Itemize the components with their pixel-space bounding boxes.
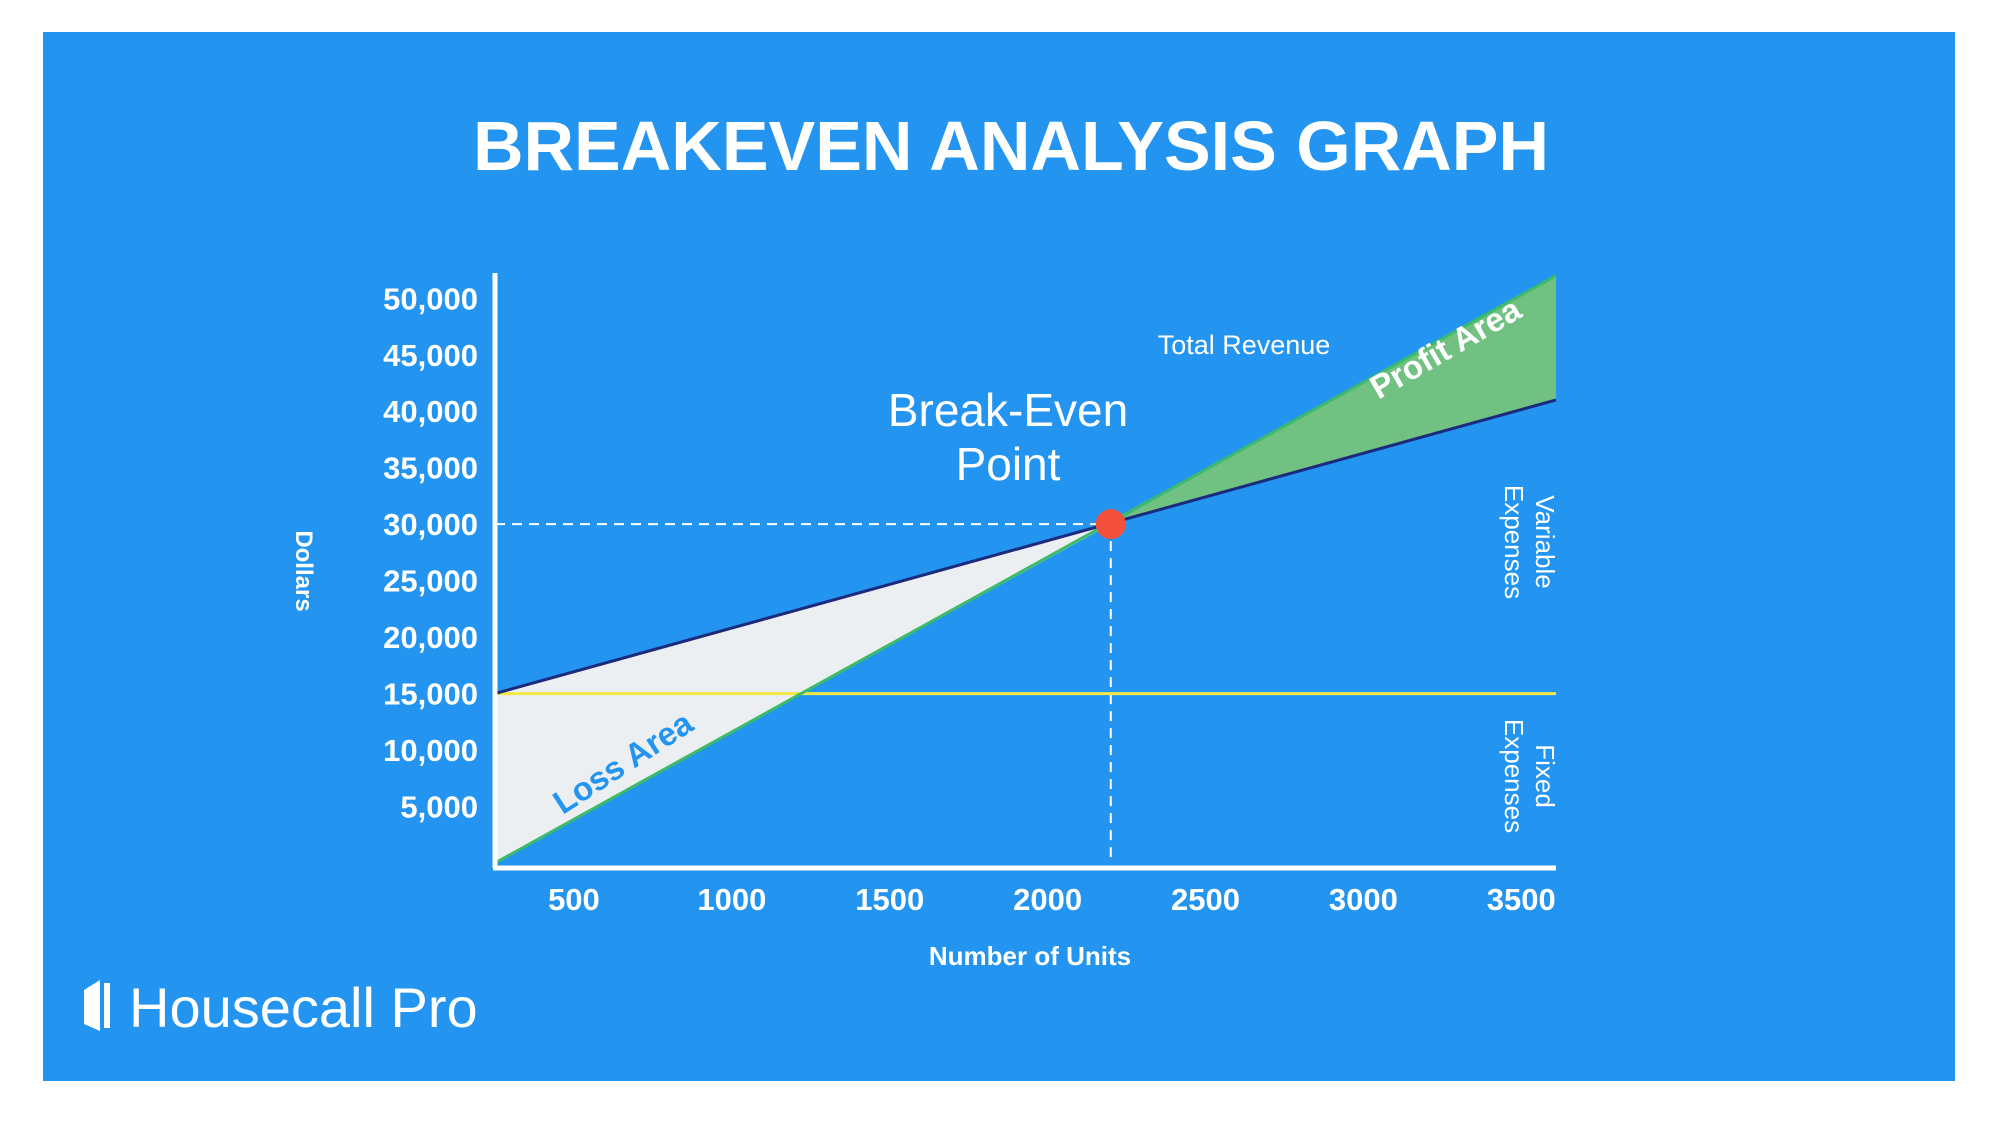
y-tick-label: 25,000 — [383, 564, 478, 599]
x-tick-label: 1500 — [855, 882, 924, 917]
y-tick-label: 15,000 — [383, 677, 478, 712]
y-tick-label: 40,000 — [383, 394, 478, 429]
x-axis-label: Number of Units — [929, 941, 1131, 971]
series-line — [494, 398, 1557, 696]
y-tick-label: 35,000 — [383, 451, 478, 486]
y-axis-label: Dollars — [290, 530, 317, 611]
brand: Housecall Pro — [129, 976, 478, 1039]
series-label: Total Revenue — [1158, 330, 1331, 360]
x-tick-label: 1000 — [697, 882, 766, 917]
y-tick-label: 30,000 — [383, 507, 478, 542]
y-tick-label: 50,000 — [383, 281, 478, 316]
series-label: Expenses — [1499, 719, 1529, 833]
series-label: Expenses — [1499, 485, 1529, 599]
break-even-point — [1095, 509, 1126, 540]
series-label: Variable — [1530, 495, 1560, 588]
y-tick-label: 20,000 — [383, 620, 478, 655]
x-tick-label: 2000 — [1013, 882, 1082, 917]
x-tick-label: 500 — [548, 882, 600, 917]
x-tick-label: 3000 — [1329, 882, 1398, 917]
y-tick-label: 45,000 — [383, 338, 478, 373]
logo-icon — [104, 983, 110, 1028]
y-tick-label: 5,000 — [400, 790, 478, 825]
series-label: Fixed — [1530, 744, 1560, 808]
break-even-label: Point — [956, 438, 1061, 490]
break-even-label: Break-Even — [888, 384, 1128, 436]
series-line — [494, 274, 1557, 865]
logo-icon — [84, 980, 100, 1031]
chart-title: BREAKEVEN ANALYSIS GRAPH — [473, 107, 1549, 185]
x-tick-label: 2500 — [1171, 882, 1240, 917]
x-tick-label: 3500 — [1487, 882, 1556, 917]
logo: Housecall Pro — [84, 976, 478, 1039]
y-tick-label: 10,000 — [383, 733, 478, 768]
